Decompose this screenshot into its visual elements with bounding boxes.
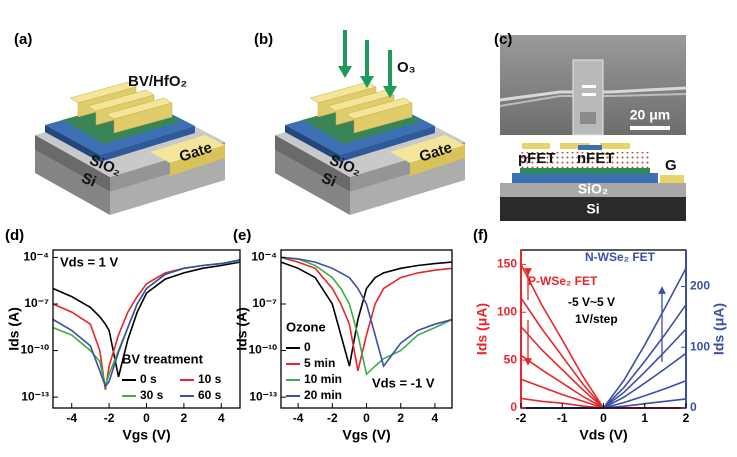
panel-label: (e) xyxy=(233,227,251,244)
x-tick-label: 1 xyxy=(641,411,648,425)
panel-label: (d) xyxy=(5,227,24,244)
y2-axis-label: Ids (μA) xyxy=(711,303,727,355)
x-tick-label: -4 xyxy=(66,411,77,425)
annotation: -5 V~5 V xyxy=(568,295,615,309)
x-tick-label: 2 xyxy=(683,411,690,425)
legend-label: 20 min xyxy=(304,388,342,402)
panel-label: (f) xyxy=(473,227,488,244)
x-tick-label: -2 xyxy=(327,411,338,425)
device-schematic xyxy=(35,81,225,215)
legend-title: Ozone xyxy=(286,319,326,334)
x-axis-label: Vgs (V) xyxy=(122,427,170,443)
x-tick-label: 0 xyxy=(363,411,370,425)
oxide-label: SiO₂ xyxy=(578,181,608,197)
x-tick-label: 4 xyxy=(218,411,225,425)
substrate-label: Si xyxy=(586,201,599,217)
data-line xyxy=(280,261,453,367)
data-line xyxy=(520,354,686,409)
x-tick-label: 2 xyxy=(397,411,404,425)
x-tick-label: -2 xyxy=(104,411,115,425)
panel-label: (c) xyxy=(494,31,512,48)
annotation: Vds = -1 V xyxy=(372,375,435,390)
x-tick-label: -1 xyxy=(557,411,568,425)
device-label: nFET xyxy=(577,150,615,167)
x-axis-label: Vds (V) xyxy=(579,427,627,443)
data-line xyxy=(521,328,687,409)
y-tick-label: 100 xyxy=(497,304,517,318)
substrate-label: Si xyxy=(79,170,99,191)
data-line xyxy=(52,260,241,390)
gas-label: O₃ xyxy=(397,59,416,76)
data-line xyxy=(521,352,687,409)
y-tick-label: 10⁻⁷ xyxy=(24,296,49,310)
x-tick-label: -2 xyxy=(516,411,527,425)
x-tick-label: 2 xyxy=(181,411,188,425)
scale-bar-label: 20 μm xyxy=(630,107,670,123)
data-line xyxy=(280,256,453,368)
y-tick-label: 50 xyxy=(504,352,518,366)
gate-label: G xyxy=(665,157,677,174)
annotation: P-WSe₂ FET xyxy=(528,274,598,288)
y-tick-label: 10⁻¹³ xyxy=(249,389,277,403)
legend-label: 0 xyxy=(304,340,311,354)
data-line xyxy=(52,259,241,388)
x-tick-label: 0 xyxy=(600,411,607,425)
y-axis-label: Ids (A) xyxy=(6,307,22,351)
substrate-label: Si xyxy=(319,170,339,191)
annotation: N-WSe₂ FET xyxy=(585,250,656,264)
y2-tick-label: 0 xyxy=(690,400,697,414)
y-tick-label: 10⁻⁴ xyxy=(251,250,277,264)
y-tick-label: 10⁻⁴ xyxy=(23,250,49,264)
y-axis-label: Ids (μA) xyxy=(474,303,490,355)
device-schematic xyxy=(275,30,465,215)
legend-label: 5 min xyxy=(304,356,335,370)
y-axis-label: Ids (A) xyxy=(234,307,250,351)
y-tick-label: 10⁻¹³ xyxy=(21,389,49,403)
x-tick-label: 0 xyxy=(143,411,150,425)
annotation: Vds = 1 V xyxy=(60,254,118,269)
legend-label: 10 min xyxy=(304,372,342,386)
legend-label: 10 s xyxy=(198,372,222,386)
panel-label: (b) xyxy=(254,31,273,48)
layer-label: BV/HfO₂ xyxy=(128,73,187,90)
y2-tick-label: 100 xyxy=(690,339,710,353)
legend-label: 60 s xyxy=(198,388,222,402)
data-line xyxy=(280,256,453,376)
legend-title: BV treatment xyxy=(122,351,204,366)
legend-label: 30 s xyxy=(140,388,164,402)
y-tick-label: 10⁻⁷ xyxy=(252,296,277,310)
legend-label: 0 s xyxy=(140,372,157,386)
panel-label: (a) xyxy=(14,31,32,48)
y-tick-label: 150 xyxy=(497,257,517,271)
data-line xyxy=(52,260,241,390)
y-tick-label: 0 xyxy=(510,400,517,414)
y2-tick-label: 200 xyxy=(690,279,710,293)
cross-section xyxy=(500,143,686,221)
x-tick-label: -4 xyxy=(293,411,304,425)
y-tick-label: 10⁻¹⁰ xyxy=(21,343,50,357)
x-tick-label: 4 xyxy=(432,411,439,425)
x-axis-label: Vgs (V) xyxy=(342,427,390,443)
sem-image xyxy=(499,35,687,136)
device-label: pFET xyxy=(518,150,556,167)
data-line xyxy=(52,261,241,378)
y-tick-label: 10⁻¹⁰ xyxy=(249,343,278,357)
annotation: 1V/step xyxy=(575,312,618,326)
